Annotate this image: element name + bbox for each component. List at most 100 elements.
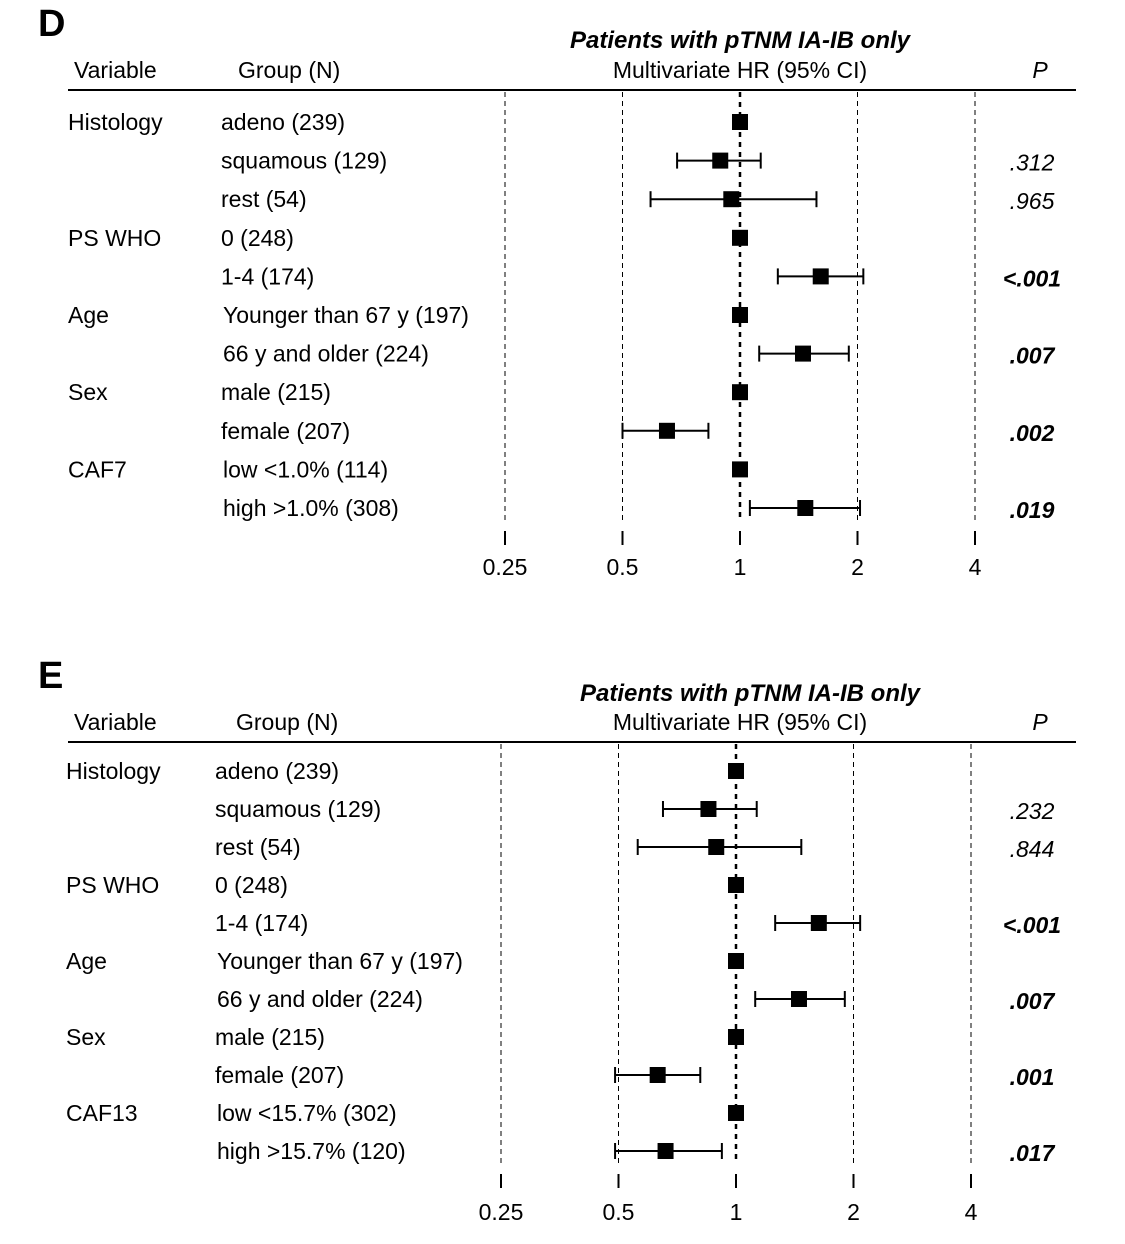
hr-marker	[797, 500, 814, 516]
hr-marker	[712, 152, 729, 169]
forest-row: CAF13 low <15.7% (302)	[66, 1100, 744, 1126]
hr-marker	[728, 763, 744, 779]
p-value: .312	[1010, 150, 1055, 176]
group-label: male (215)	[215, 1024, 325, 1050]
gridlines	[500, 744, 972, 1163]
hr-marker	[810, 915, 827, 931]
forest-row: 66 y and older (224) .007	[217, 986, 1056, 1014]
x-tick-label: 4	[969, 554, 982, 580]
forest-row: 1-4 (174) <.001	[215, 910, 1061, 938]
p-value: .007	[1010, 988, 1056, 1014]
header-variable: Variable	[74, 709, 157, 735]
rows: Histology adeno (239) squamous (129) .232 re…	[66, 758, 1061, 1166]
group-label: high >15.7% (120)	[217, 1138, 406, 1164]
variable-label: Sex	[68, 379, 108, 405]
group-label: 1-4 (174)	[221, 263, 314, 289]
group-label: Younger than 67 y (197)	[217, 948, 463, 974]
hr-marker	[728, 1105, 744, 1121]
forest-row: rest (54) .844	[215, 834, 1054, 862]
x-tick-label: 0.5	[603, 1199, 635, 1225]
group-label: adeno (239)	[221, 109, 345, 135]
group-label: rest (54)	[221, 186, 307, 212]
p-value: .232	[1010, 798, 1055, 824]
p-value: .001	[1010, 1064, 1055, 1090]
rows: Histology adeno (239) squamous (129) .312 re…	[68, 109, 1061, 523]
hr-marker	[728, 1029, 744, 1045]
group-label: low <15.7% (302)	[217, 1100, 397, 1126]
group-label: 66 y and older (224)	[217, 986, 423, 1012]
x-tick-label: 4	[965, 1199, 978, 1225]
header-group: Group (N)	[238, 57, 340, 83]
group-label: high >1.0% (308)	[223, 495, 399, 521]
forest-row: squamous (129) .232	[215, 796, 1055, 824]
hr-marker	[708, 839, 725, 855]
variable-label: CAF13	[66, 1100, 138, 1126]
panel-title: Patients with pTNM IA-IB only	[580, 680, 922, 707]
hr-marker	[732, 229, 748, 246]
forest-row: 1-4 (174) <.001	[221, 263, 1061, 291]
p-value: .844	[1010, 836, 1055, 862]
variable-label: Histology	[66, 758, 161, 784]
p-value: .965	[1010, 188, 1055, 214]
forest-row: squamous (129) .312	[221, 148, 1055, 176]
hr-marker	[728, 953, 744, 969]
p-value: .019	[1010, 497, 1055, 523]
variable-label: Age	[68, 302, 109, 328]
forest-row: female (207) .001	[215, 1062, 1054, 1090]
forest-row: Age Younger than 67 y (197)	[66, 948, 744, 974]
group-label: 0 (248)	[221, 225, 294, 251]
hr-marker	[657, 1143, 674, 1159]
header-group: Group (N)	[236, 709, 338, 735]
group-label: 0 (248)	[215, 872, 288, 898]
group-label: low <1.0% (114)	[223, 456, 388, 482]
forest-row: PS WHO 0 (248)	[66, 872, 744, 898]
gridlines	[504, 92, 976, 520]
forest-row: high >15.7% (120) .017	[217, 1138, 1056, 1166]
hr-marker	[700, 801, 717, 817]
x-tick-label: 2	[847, 1199, 860, 1225]
x-tick-label: 1	[730, 1199, 743, 1225]
panel-d: D Patients with pTNM IA-IB only Variable…	[38, 3, 1076, 580]
panel-title: Patients with pTNM IA-IB only	[570, 27, 912, 54]
group-label: squamous (129)	[215, 796, 381, 822]
variable-label: Age	[66, 948, 107, 974]
group-label: female (207)	[221, 418, 350, 444]
p-value: .007	[1010, 343, 1056, 369]
panel-e: E Patients with pTNM IA-IB only Variable…	[38, 655, 1076, 1225]
hr-marker	[732, 461, 748, 478]
group-label: male (215)	[221, 379, 331, 405]
forest-row: high >1.0% (308) .019	[223, 495, 1055, 523]
p-value: .002	[1010, 420, 1055, 446]
forest-row: female (207) .002	[221, 418, 1055, 446]
variable-label: Histology	[68, 109, 163, 135]
x-tick-label: 0.5	[607, 554, 639, 580]
p-value: <.001	[1003, 912, 1061, 938]
x-tick-label: 2	[851, 554, 864, 580]
forest-row: rest (54) .965	[221, 186, 1055, 214]
x-tick-label: 0.25	[483, 554, 528, 580]
group-label: 1-4 (174)	[215, 910, 308, 936]
hr-marker	[732, 307, 748, 323]
header-hr: Multivariate HR (95% CI)	[613, 709, 867, 735]
hr-marker	[790, 991, 807, 1007]
hr-marker	[658, 422, 675, 439]
header-variable: Variable	[74, 57, 157, 83]
hr-marker	[649, 1067, 666, 1083]
x-tick-label: 1	[734, 554, 747, 580]
hr-marker	[723, 191, 740, 208]
hr-marker	[732, 114, 748, 130]
x-tick-label: 0.25	[479, 1199, 524, 1225]
forest-row: PS WHO 0 (248)	[68, 225, 748, 251]
hr-marker	[732, 384, 748, 401]
hr-marker	[728, 877, 744, 893]
group-label: rest (54)	[215, 834, 301, 860]
forest-row: Histology adeno (239)	[68, 109, 748, 135]
forest-row: 66 y and older (224) .007	[223, 341, 1056, 369]
group-label: adeno (239)	[215, 758, 339, 784]
p-value: <.001	[1003, 265, 1061, 291]
header-hr: Multivariate HR (95% CI)	[613, 57, 867, 83]
header-p: P	[1032, 709, 1048, 735]
panel-label: D	[38, 3, 65, 45]
panel-label: E	[38, 655, 63, 697]
